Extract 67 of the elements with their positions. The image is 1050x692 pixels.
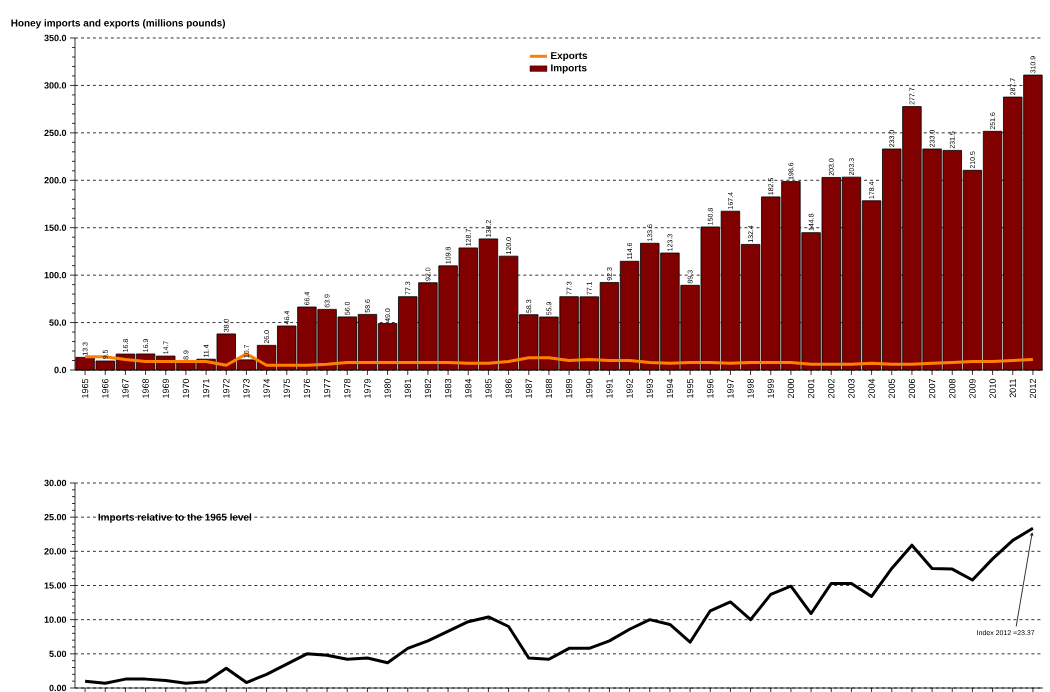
x-tick-label: 2005 bbox=[888, 378, 895, 398]
x-tick-label: 2000 bbox=[787, 378, 795, 398]
x-tick-label: 1986 bbox=[505, 378, 512, 398]
y-tick-label: 0.00 bbox=[49, 684, 67, 692]
x-tick-label: 1975 bbox=[283, 378, 290, 398]
x-tick-label: 1967 bbox=[122, 378, 129, 398]
x-tick-label: 1984 bbox=[465, 378, 472, 398]
x-tick-label: 1989 bbox=[565, 378, 573, 398]
x-tick-label: 1979 bbox=[364, 378, 371, 398]
y-tick-label: 20.00 bbox=[44, 548, 67, 555]
x-tick-label: 1970 bbox=[182, 378, 190, 398]
x-tick-label: 1998 bbox=[747, 378, 754, 398]
y-tick-label: 15.00 bbox=[44, 582, 67, 589]
x-tick-label: 1981 bbox=[404, 378, 411, 398]
y-tick-label: 350.0 bbox=[44, 34, 67, 42]
x-tick-label: 1965 bbox=[81, 378, 89, 398]
x-tick-label: 1985 bbox=[485, 378, 492, 398]
y-tick-label: 50.0 bbox=[49, 319, 67, 326]
x-tick-label: 1983 bbox=[444, 378, 452, 398]
x-tick-label: 2008 bbox=[949, 378, 956, 398]
x-tick-label: 2003 bbox=[848, 378, 855, 398]
x-tick-label: 1978 bbox=[344, 378, 351, 398]
x-tick-label: 1993 bbox=[646, 378, 653, 398]
y-tick-label: 100.0 bbox=[44, 271, 67, 279]
x-tick-label: 2001 bbox=[807, 378, 815, 398]
x-tick-label: 1971 bbox=[202, 378, 210, 398]
x-tick-label: 1988 bbox=[545, 378, 553, 398]
x-tick-label: 1980 bbox=[384, 378, 391, 398]
y-tick-label: 150.0 bbox=[44, 224, 67, 231]
y-tick-label: 250.0 bbox=[44, 129, 67, 137]
y-tick-label: 0.0 bbox=[54, 366, 67, 374]
legend-label: Exports bbox=[551, 52, 588, 62]
x-tick-label: 1994 bbox=[666, 378, 674, 398]
x-tick-label: 1990 bbox=[586, 378, 593, 398]
x-tick-label: 1969 bbox=[162, 378, 169, 398]
y-tick-label: 30.00 bbox=[44, 479, 67, 487]
x-tick-label: 2002 bbox=[828, 378, 835, 398]
x-tick-label: 1976 bbox=[303, 378, 311, 398]
x-tick-label: 2004 bbox=[868, 378, 875, 398]
x-tick-label: 1992 bbox=[626, 378, 633, 398]
y-tick-label: 300.0 bbox=[44, 82, 67, 89]
x-tick-label: 1982 bbox=[424, 378, 432, 398]
x-tick-label: 2006 bbox=[908, 378, 916, 398]
y-tick-label: 25.00 bbox=[44, 513, 67, 521]
x-tick-label: 1997 bbox=[727, 378, 734, 398]
x-tick-label: 1977 bbox=[323, 378, 331, 398]
y-tick-label: 200.0 bbox=[44, 177, 67, 184]
x-tick-label: 1995 bbox=[686, 378, 694, 398]
y-tick-label: 10.00 bbox=[44, 616, 67, 623]
x-tick-label: 1999 bbox=[767, 378, 774, 398]
x-tick-label: 1973 bbox=[243, 378, 250, 398]
text: Imports relative to the 1965 level bbox=[98, 513, 252, 523]
x-tick-label: 1968 bbox=[142, 378, 149, 398]
x-tick-label: 1987 bbox=[525, 378, 532, 398]
legend-label: Imports bbox=[551, 64, 587, 74]
x-tick-label: 1974 bbox=[263, 378, 270, 398]
x-tick-label: 2007 bbox=[928, 378, 936, 398]
x-tick-label: 1972 bbox=[223, 378, 230, 398]
x-tick-label: 2009 bbox=[969, 378, 976, 398]
x-tick-label: 2011 bbox=[1009, 378, 1016, 398]
x-tick-label: 2012 bbox=[1029, 378, 1037, 398]
x-tick-label: 1966 bbox=[102, 378, 109, 398]
x-tick-label: 2010 bbox=[989, 378, 996, 398]
x-tick-label: 1991 bbox=[606, 378, 613, 398]
x-tick-label: 1996 bbox=[707, 378, 714, 398]
chart-title: Honey imports and exports (millions pounds) bbox=[11, 19, 226, 29]
y-tick-label: 5.00 bbox=[49, 650, 67, 658]
